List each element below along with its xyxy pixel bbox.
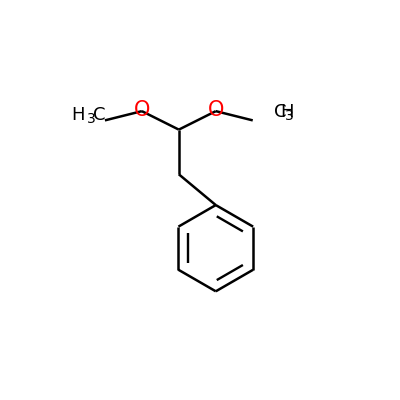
Text: 3: 3 [285, 109, 294, 123]
Text: 3: 3 [87, 112, 96, 126]
Text: C: C [274, 103, 287, 121]
Text: C: C [92, 106, 105, 124]
Text: H: H [280, 103, 293, 121]
Text: H: H [71, 106, 85, 124]
Text: O: O [208, 100, 224, 120]
Text: O: O [134, 100, 150, 120]
